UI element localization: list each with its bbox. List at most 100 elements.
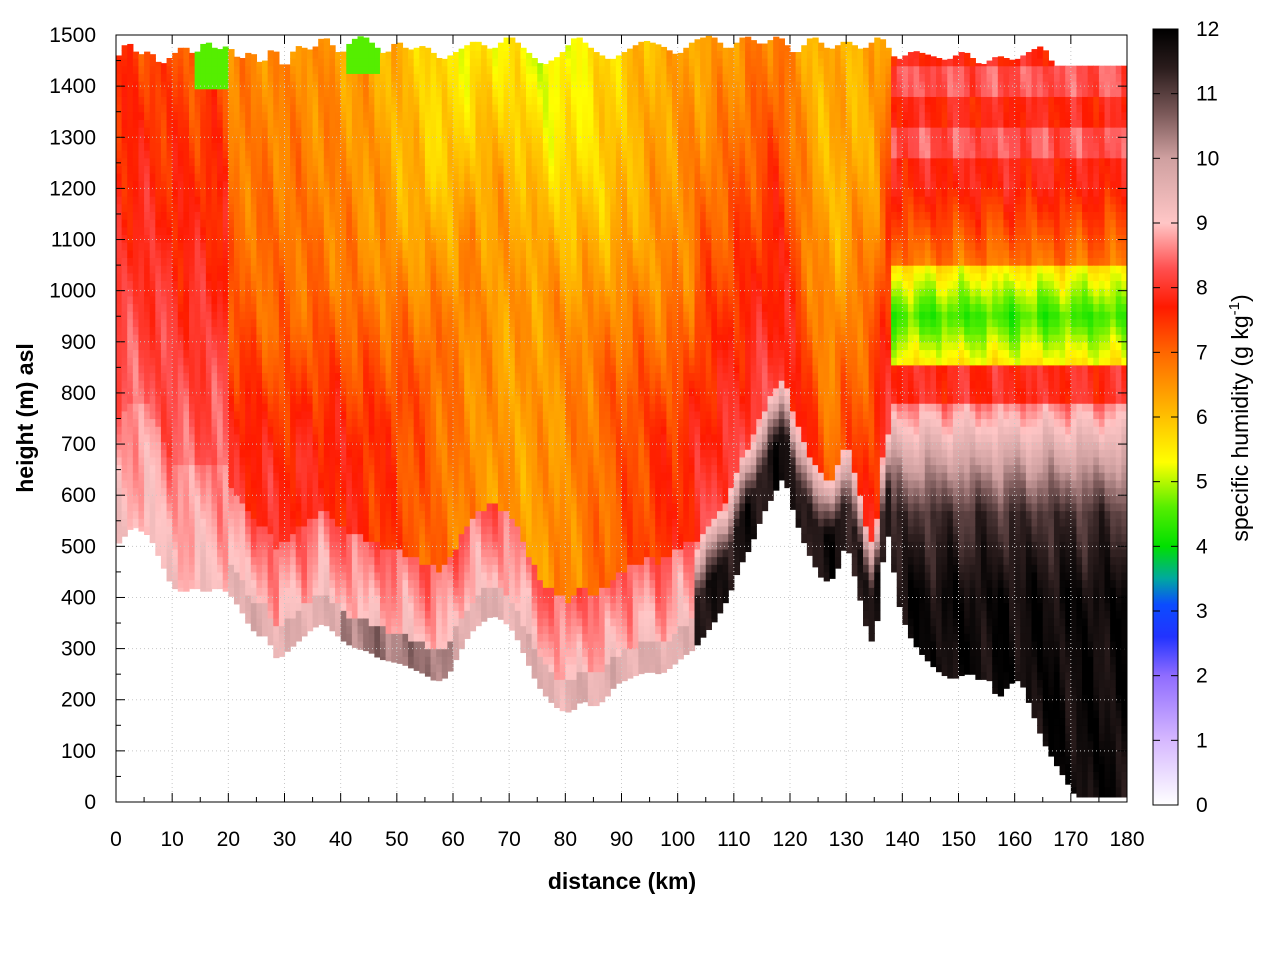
heatmap-cell [351,341,359,351]
heatmap-cell [189,211,196,220]
heatmap-cell [335,104,342,113]
heatmap-cell [379,303,387,312]
heatmap-cell [116,541,123,544]
heatmap-cell [295,65,302,74]
heatmap-cell [447,656,454,665]
heatmap-cell [290,387,297,397]
heatmap-cell [458,594,465,604]
heatmap-cell [413,640,420,650]
heatmap-cell [262,211,269,220]
heatmap-cell [132,127,140,136]
heatmap-cell [290,81,297,90]
heatmap-cell [222,196,229,205]
heatmap-cell [205,364,213,374]
heatmap-cell [385,173,392,182]
heatmap-cell [160,180,168,189]
heatmap-cell [424,372,432,381]
heatmap-cell [441,196,448,205]
heatmap-cell [323,610,331,619]
heatmap-cell [138,311,145,320]
heatmap-cell [391,525,398,535]
heatmap-cell [290,303,297,312]
heatmap-cell [346,510,353,519]
heatmap-cell [335,249,342,259]
heatmap-cell [408,579,415,588]
heatmap-cell [278,234,286,243]
heatmap-cell [441,234,448,243]
heatmap-cell [295,533,302,542]
heatmap-cell [144,372,151,381]
heatmap-cell [374,648,381,657]
heatmap-cell [273,579,280,588]
heatmap-cell [278,142,286,151]
heatmap-cell [436,479,443,489]
heatmap-cell [351,357,359,366]
heatmap-cell [464,219,471,228]
heatmap-cell [228,111,235,120]
heatmap-cell [228,173,235,182]
heatmap-cell [172,52,179,59]
heatmap-cell [217,142,224,151]
heatmap-cell [177,472,184,481]
heatmap-cell [351,242,359,251]
heatmap-cell [391,587,398,596]
heatmap-cell [205,479,213,489]
heatmap-cell [166,134,173,143]
heatmap-cell [217,403,224,412]
heatmap-cell [340,127,347,136]
heatmap-cell [475,479,482,489]
heatmap-cell [306,510,314,519]
heatmap-cell [295,88,302,97]
heatmap-cell [138,104,145,113]
heatmap-cell [318,173,325,182]
heatmap-cell [453,364,460,374]
heatmap-cell [144,58,151,67]
heatmap-cell [155,73,162,82]
heatmap-cell [419,318,426,328]
heatmap-cell [200,564,207,573]
heatmap-cell [189,119,196,128]
heatmap-cell [469,249,477,259]
heatmap-cell [239,349,246,358]
heatmap-cell [290,533,297,542]
heatmap-cell [172,502,179,512]
heatmap-cell [464,387,471,397]
heatmap-cell [335,495,342,504]
heatmap-cell [222,165,229,174]
heatmap-cell [424,395,432,404]
heatmap-cell [177,433,184,443]
heatmap-cell [396,150,404,159]
heatmap-cell [413,134,420,143]
heatmap-cell [340,142,347,151]
heatmap-cell [391,372,398,381]
heatmap-cell [160,556,168,565]
heatmap-cell [144,341,151,351]
heatmap-cell [458,65,465,74]
heatmap-cell [379,479,387,489]
heatmap-cell [177,219,184,228]
heatmap-cell [340,479,347,489]
heatmap-cell [217,510,224,519]
heatmap-cell [351,165,359,174]
heatmap-cell [166,579,173,582]
heatmap-cell [284,441,291,450]
heatmap-cell [278,495,286,504]
heatmap-cell [475,502,482,512]
heatmap-cell [318,533,325,542]
heatmap-cell [408,203,415,213]
heatmap-cell [329,395,336,404]
heatmap-cell [363,571,370,581]
heatmap-cell [458,249,465,259]
heatmap-cell [155,165,162,174]
heatmap-cell [239,249,246,259]
heatmap-cell [155,61,162,67]
heatmap-cell [138,257,145,266]
heatmap-cell [301,111,308,120]
heatmap-cell [436,449,443,458]
heatmap-cell [160,349,168,358]
heatmap-cell [278,203,286,213]
heatmap-cell [284,272,291,282]
heatmap-cell [413,303,420,312]
heatmap-cell [217,265,224,274]
heatmap-cell [217,495,224,504]
